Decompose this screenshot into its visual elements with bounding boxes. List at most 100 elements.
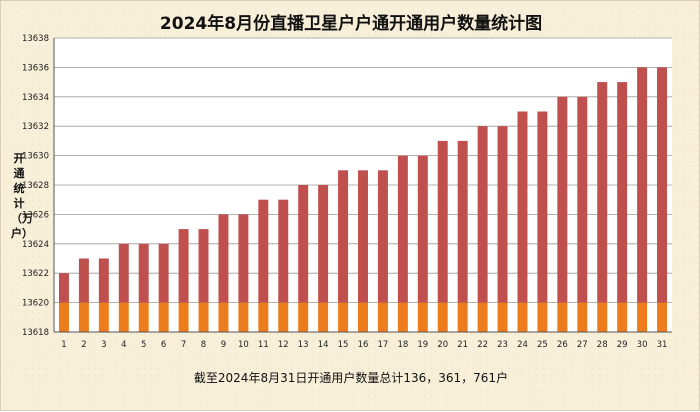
bar-base-segment	[278, 302, 289, 332]
x-tick-label: 5	[141, 340, 146, 350]
y-axis-title: 开通统计（万户）	[11, 152, 33, 240]
bar-base-segment	[657, 302, 668, 332]
bar-base-segment	[118, 302, 129, 332]
bar-base-segment	[597, 302, 608, 332]
bar	[477, 126, 488, 303]
x-tick-label: 17	[378, 340, 389, 350]
bar-base-segment	[78, 302, 89, 332]
bar-base-segment	[358, 302, 368, 332]
x-tick-label: 20	[437, 340, 448, 350]
bar-base-segment	[318, 302, 329, 332]
bar-base-segment	[198, 302, 209, 332]
bar-base-segment	[637, 302, 648, 332]
x-tick-label: 25	[537, 340, 548, 350]
bar-base-segment	[417, 302, 428, 332]
bar	[377, 170, 388, 303]
x-tick-label: 8	[201, 340, 206, 350]
bar	[417, 155, 428, 303]
bar-base-segment	[158, 302, 169, 332]
bar-base-segment	[497, 302, 508, 332]
bar-base-segment	[58, 302, 69, 332]
bar-base-segment	[238, 302, 249, 332]
y-tick-label: 13624	[22, 240, 49, 250]
x-tick-label: 21	[457, 340, 468, 350]
bar	[557, 96, 568, 303]
y-tick-label: 13634	[22, 93, 49, 103]
bar	[617, 82, 628, 303]
bar-base-segment	[617, 302, 628, 332]
y-tick-label: 13628	[22, 181, 49, 191]
bar-base-segment	[218, 302, 229, 332]
bar	[537, 111, 548, 303]
bar-base-segment	[537, 302, 548, 332]
bar-base-segment	[457, 302, 468, 332]
bar-base-segment	[577, 302, 588, 332]
x-tick-label: 26	[557, 340, 568, 350]
x-tick-label: 22	[477, 340, 488, 350]
x-tick-label: 19	[417, 340, 428, 350]
bar-base-segment	[557, 302, 568, 332]
y-tick-label: 13622	[22, 269, 49, 279]
bar	[298, 185, 309, 303]
x-tick-label: 31	[657, 340, 668, 350]
bar	[577, 96, 588, 303]
x-tick-label: 1	[61, 340, 66, 350]
x-tick-label: 29	[617, 340, 628, 350]
bar-base-segment	[138, 302, 149, 332]
bar	[497, 126, 508, 303]
y-tick-label: 13620	[22, 299, 49, 309]
bar	[637, 67, 648, 303]
bar-base-segment	[517, 302, 528, 332]
bar-base-segment	[397, 302, 408, 332]
bar	[397, 155, 408, 303]
x-tick-label: 7	[181, 340, 186, 350]
x-tick-label: 16	[358, 340, 369, 350]
y-tick-label: 13630	[22, 152, 49, 162]
bar	[178, 229, 189, 303]
bar-base-segment	[477, 302, 488, 332]
x-tick-label: 28	[597, 340, 608, 350]
bar	[138, 243, 149, 303]
bar	[278, 199, 289, 303]
bar	[437, 140, 448, 303]
bar	[358, 170, 368, 303]
bar	[457, 140, 468, 303]
x-tick-label: 13	[298, 340, 309, 350]
bar	[597, 82, 608, 303]
bar-base-segment	[178, 302, 189, 332]
bar-base-segment	[298, 302, 309, 332]
x-tick-label: 12	[278, 340, 289, 350]
x-tick-label: 24	[517, 340, 528, 350]
x-tick-label: 10	[238, 340, 249, 350]
chart-title: 2024年8月份直播卫星户户通开通用户数量统计图	[159, 14, 543, 34]
chart-footnote: 截至2024年8月31日开通用户数量总计136，361，761户	[193, 371, 509, 385]
x-tick-label: 23	[497, 340, 508, 350]
y-tick-label: 13632	[22, 122, 49, 132]
bar	[118, 243, 129, 303]
bar	[98, 258, 109, 303]
bar	[258, 199, 269, 303]
bar	[198, 229, 209, 303]
y-tick-label: 13626	[22, 210, 49, 220]
bar	[78, 258, 89, 303]
bar	[58, 273, 69, 303]
y-tick-label: 13638	[22, 34, 49, 44]
x-tick-label: 6	[161, 340, 166, 350]
bar	[218, 214, 229, 303]
x-tick-label: 15	[338, 340, 349, 350]
y-tick-label: 13636	[22, 63, 49, 73]
bar	[318, 185, 329, 303]
bar	[517, 111, 528, 303]
x-tick-label: 11	[258, 340, 269, 350]
bar-base-segment	[377, 302, 388, 332]
bar	[657, 67, 668, 303]
bar	[158, 243, 169, 303]
bar-base-segment	[98, 302, 109, 332]
bar-base-segment	[437, 302, 448, 332]
x-tick-label: 30	[637, 340, 648, 350]
x-tick-label: 2	[81, 340, 86, 350]
y-tick-label: 13618	[22, 328, 49, 338]
bar-base-segment	[258, 302, 269, 332]
